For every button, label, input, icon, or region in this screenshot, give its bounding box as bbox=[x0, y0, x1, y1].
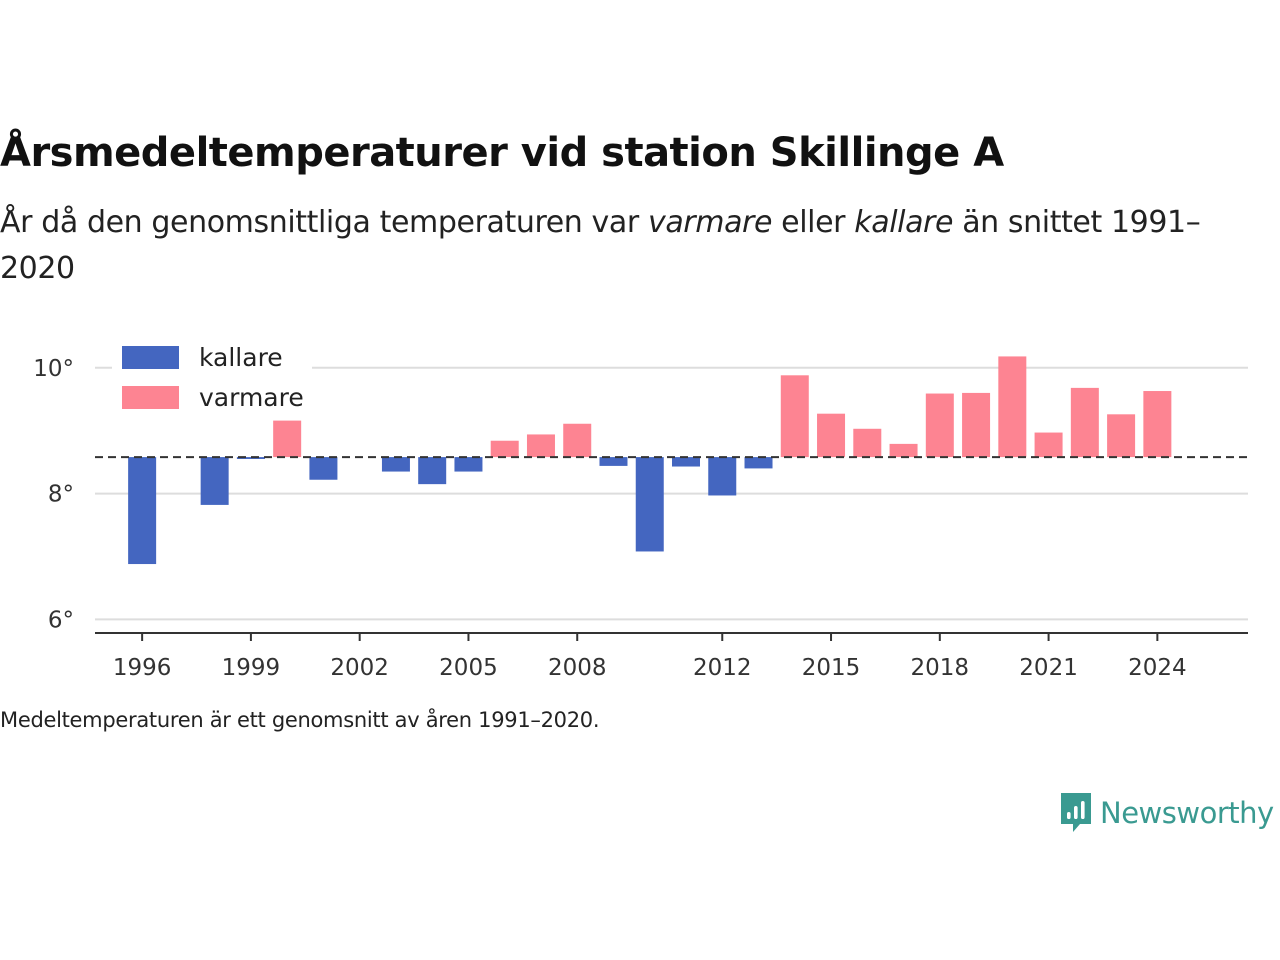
newsworthy-logo-icon bbox=[1061, 793, 1091, 832]
bar-2000 bbox=[273, 420, 302, 458]
x-tick-label: 2005 bbox=[439, 655, 498, 681]
bar-1998 bbox=[200, 457, 229, 505]
chart-title: Årsmedeltemperaturer vid station Skillin… bbox=[0, 130, 1004, 176]
legend-swatch-varmare bbox=[122, 386, 179, 409]
subtitle-warm-word: varmare bbox=[647, 205, 773, 240]
bar-2018 bbox=[925, 393, 954, 458]
subtitle-cold-word: kallare bbox=[854, 205, 954, 240]
bar-2003 bbox=[381, 457, 410, 472]
x-tick-label: 2008 bbox=[548, 655, 607, 681]
bar-2024 bbox=[1143, 391, 1172, 458]
bar-2001 bbox=[309, 457, 338, 480]
subtitle-text-2: eller bbox=[772, 205, 855, 240]
bar-2004 bbox=[418, 457, 447, 485]
subtitle-text-3: än snittet 1991–2020 bbox=[0, 205, 1201, 286]
bar-2006 bbox=[490, 440, 519, 458]
bar-2020 bbox=[998, 356, 1027, 458]
brand-name: Newsworthy bbox=[1100, 796, 1274, 830]
bar-2009 bbox=[599, 457, 628, 466]
bar-1996 bbox=[128, 457, 157, 565]
y-tick-label: 8° bbox=[48, 482, 74, 508]
bar-2022 bbox=[1070, 387, 1099, 458]
bar-2015 bbox=[817, 413, 846, 458]
bar-2005 bbox=[454, 457, 483, 472]
bar-2023 bbox=[1107, 414, 1136, 458]
legend-label-varmare: varmare bbox=[199, 383, 304, 412]
bar-2011 bbox=[672, 457, 701, 467]
bar-1999 bbox=[236, 457, 265, 459]
chart-subtitle: År då den genomsnittliga temperaturen va… bbox=[0, 200, 1240, 292]
x-tick-label: 2012 bbox=[693, 655, 752, 681]
x-tick-label: 1999 bbox=[222, 655, 281, 681]
bar-2021 bbox=[1034, 432, 1063, 458]
legend-label-kallare: kallare bbox=[199, 343, 283, 372]
bar-2016 bbox=[853, 428, 882, 458]
bar-2008 bbox=[563, 423, 592, 458]
x-tick-label: 2021 bbox=[1019, 655, 1078, 681]
bar-2017 bbox=[889, 443, 918, 458]
footnote: Medeltemperaturen är ett genomsnitt av å… bbox=[0, 708, 600, 732]
bar-2010 bbox=[635, 457, 664, 552]
legend-swatch-kallare bbox=[122, 346, 179, 369]
y-tick-label: 10° bbox=[33, 356, 74, 382]
bar-2014 bbox=[780, 375, 809, 458]
bar-chart: 6° 8° 10° 1996 1999 2002 2005 2008 2012 2015 2018 2… bbox=[33, 336, 1248, 681]
brand-logo: Newsworthy bbox=[1058, 790, 1274, 836]
bar-2012 bbox=[708, 457, 737, 496]
x-tick-label: 2015 bbox=[802, 655, 861, 681]
x-tick-label: 2024 bbox=[1128, 655, 1187, 681]
y-tick-label: 6° bbox=[48, 607, 74, 633]
bar-2007 bbox=[526, 434, 555, 458]
subtitle-text-1: År då den genomsnittliga temperaturen va… bbox=[0, 205, 648, 240]
x-tick-label: 2002 bbox=[330, 655, 389, 681]
bar-2013 bbox=[744, 457, 773, 469]
bar-2019 bbox=[962, 392, 991, 458]
x-tick-label: 2018 bbox=[911, 655, 970, 681]
x-tick-label: 1996 bbox=[113, 655, 172, 681]
